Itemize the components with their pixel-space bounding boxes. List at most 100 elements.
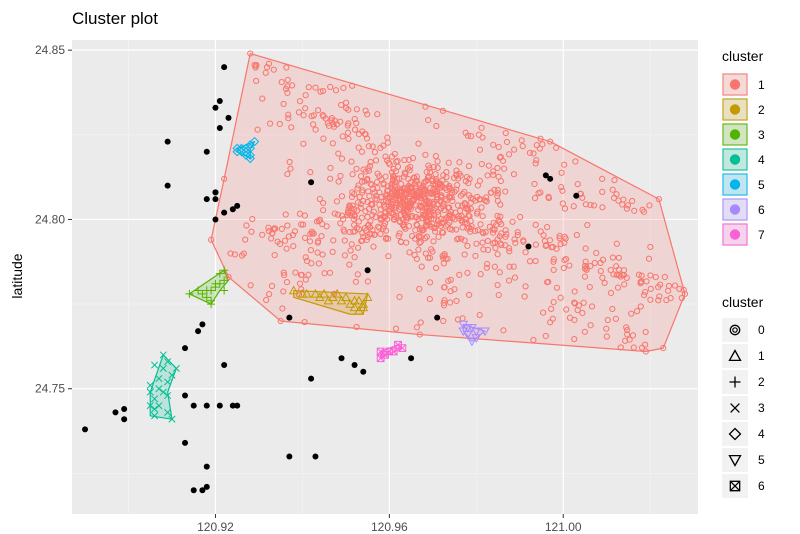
cluster-1-point: [344, 212, 351, 219]
cluster-1-point: [435, 211, 442, 218]
cluster-1-point: [558, 184, 565, 191]
cluster-1-point: [621, 281, 628, 288]
cluster-1-point: [265, 60, 272, 67]
cluster-1-point: [572, 158, 579, 165]
cluster-1-point: [340, 216, 347, 223]
legend-color-title: cluster: [722, 48, 764, 64]
cluster-1-point: [377, 144, 384, 151]
cluster-1-point: [502, 233, 509, 240]
noise-point: [212, 189, 219, 196]
cluster-1-point: [542, 332, 549, 340]
cluster-1-point: [467, 217, 474, 225]
cluster-1-point: [356, 193, 363, 201]
cluster-1-point: [334, 211, 342, 218]
cluster-1-point: [446, 213, 453, 220]
cluster-1-point: [494, 251, 501, 258]
cluster-1-point: [582, 245, 589, 252]
cluster-1-point: [364, 111, 371, 118]
cluster-1-point: [367, 218, 374, 225]
cluster-1-point: [263, 296, 270, 304]
noise-point: [203, 148, 210, 155]
cluster-1-point: [477, 271, 484, 278]
cluster-1-point: [426, 295, 433, 303]
cluster-2-point: [358, 299, 369, 308]
cluster-1-point: [623, 205, 630, 212]
cluster-1-point: [345, 135, 352, 143]
cluster-1-point: [439, 107, 446, 114]
cluster-1-point: [461, 237, 468, 244]
noise-point: [216, 97, 223, 104]
cluster-4-point: [172, 364, 180, 372]
cluster-1-point: [582, 258, 589, 265]
cluster-1-point: [338, 101, 345, 109]
cluster-1-point: [532, 160, 539, 167]
legend-color-label-4: 4: [758, 153, 765, 167]
cluster-1-point: [332, 87, 340, 94]
cluster-5-point: [236, 143, 247, 154]
cluster-1-point: [270, 66, 277, 73]
cluster-1-point: [428, 246, 435, 253]
legend-shape-bg: [722, 422, 748, 446]
cluster-1-point: [362, 168, 369, 175]
cluster-1-point: [341, 237, 348, 244]
cluster-1-point: [346, 261, 353, 268]
cluster-1-point: [354, 244, 362, 251]
cluster-1-point: [583, 266, 590, 273]
cluster-1-point: [486, 223, 493, 230]
cluster-1-point: [439, 229, 447, 236]
cluster-1-point: [558, 169, 565, 176]
cluster-1-point: [619, 201, 626, 208]
cluster-1-point: [221, 175, 228, 182]
cluster-1-point: [382, 173, 389, 180]
cluster-1-point: [413, 202, 420, 209]
cluster-1-point: [351, 206, 358, 213]
cluster-1-point: [624, 202, 632, 209]
cluster-1-point: [561, 257, 568, 264]
legend-shape-bg: [722, 344, 748, 368]
cluster-1-point: [446, 299, 454, 306]
cluster-1-point: [423, 233, 430, 240]
cluster-1-point: [271, 252, 278, 259]
x-tick-label: 121.00: [545, 520, 582, 534]
cluster-1-point: [327, 164, 334, 172]
cluster-1-point: [502, 188, 509, 195]
cluster-1-point: [327, 83, 334, 91]
cluster-1-point: [453, 226, 460, 233]
legend-shape-label-0: 0: [758, 323, 765, 337]
cluster-1-point: [396, 230, 403, 237]
noise-point: [308, 375, 315, 382]
cluster-1-point: [661, 273, 668, 281]
cluster-1-point: [355, 218, 363, 225]
cluster-1-point: [603, 333, 610, 340]
cluster-1-point: [430, 185, 437, 193]
cluster-1-point: [413, 183, 420, 190]
cluster-1-point: [427, 208, 434, 215]
cluster-1-point: [301, 318, 308, 326]
cluster-2-point: [297, 288, 308, 298]
cluster-1-point: [301, 234, 309, 241]
cluster-1-point: [440, 317, 447, 325]
cluster-1-point: [415, 246, 422, 253]
cluster-1-point: [479, 239, 486, 246]
cluster-1-point: [323, 223, 330, 230]
y-axis-label: latitude: [9, 253, 25, 298]
cluster-1-point: [283, 279, 291, 286]
cluster-1-point: [320, 113, 327, 120]
cluster-4-point: [168, 371, 176, 379]
noise-point: [112, 409, 119, 416]
cluster-1-point: [368, 231, 375, 238]
cluster-1-point: [434, 158, 441, 165]
cluster-1-point: [303, 257, 311, 265]
cluster-1-point: [501, 165, 508, 172]
y-tick-label: 24.85: [35, 43, 65, 57]
cluster-1-point: [337, 172, 344, 180]
cluster-1-point: [296, 210, 303, 217]
cluster-1-point: [406, 202, 413, 210]
cluster-1-point: [665, 282, 673, 290]
cluster-1-point: [384, 187, 391, 194]
cluster-1-point: [253, 77, 260, 85]
cluster-7-point: [398, 344, 407, 352]
cluster-1-point: [315, 260, 323, 267]
cluster-1-point: [386, 208, 393, 215]
cluster-1-point: [362, 208, 369, 215]
